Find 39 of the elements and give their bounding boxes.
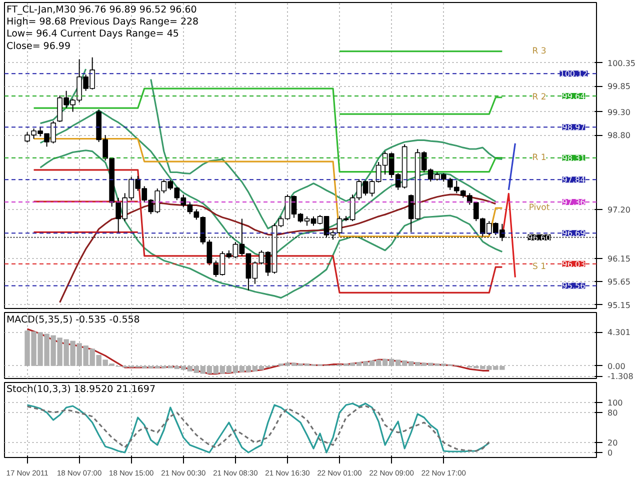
y-tick-label: 95.15 (608, 300, 630, 310)
annotation: Close= 96.99 (6, 40, 71, 52)
annotation: Low= 96.4 Current Days Range= 45 (6, 28, 179, 40)
text: R 1 (532, 152, 546, 163)
ref-line-label: 98.97 (562, 123, 586, 132)
line-series (26, 328, 490, 375)
y-tick-label: 99.85 (608, 82, 630, 92)
y-tick-label: 80 (608, 408, 618, 418)
y-tick-label: 95.65 (608, 278, 630, 287)
chart-title: Stoch(10,3,3) 18.9520 21.1697 (6, 384, 156, 396)
line-series (32, 169, 503, 294)
y-tick-label: 0.00 (608, 362, 626, 371)
y-tick-label: 98.80 (608, 131, 630, 140)
y-tick-label: 99.30 (608, 108, 630, 117)
y-tick-label: 96.15 (608, 254, 630, 264)
y-tick-label: 4.301 (608, 328, 630, 338)
y-tick-label: 100.35 (608, 58, 636, 68)
text: R 2 (532, 92, 546, 102)
y-tick-label: -1.308 (608, 372, 634, 382)
ref-line-label: 98.31 (562, 154, 586, 163)
y-tick-label: 20 (608, 438, 618, 448)
line-series (39, 150, 503, 299)
y-tick-label: 97.20 (608, 205, 630, 214)
text: R 3 (532, 46, 546, 56)
chart-title: MACD(5,35,5) -0.535 -0.558 (6, 314, 140, 326)
y-tick-label: 0 (608, 448, 613, 458)
chart-title: FT_CL-Jan,M30 96.76 96.89 96.52 96.60 (6, 4, 197, 16)
ref-line-label: 99.64 (562, 92, 586, 101)
ref-line-label: 97.84 (562, 176, 586, 185)
ref-line-label: 100.12 (560, 70, 588, 79)
annotation: High= 98.68 Previous Days Range= 228 (6, 16, 199, 28)
ref-line-label: 97.36 (562, 198, 586, 208)
text: S 1 (532, 262, 546, 272)
text: Pivot (528, 203, 550, 214)
ref-line-label: 96.69 (562, 229, 586, 238)
y-tick-label: 100 (608, 398, 623, 408)
ref-line-label: 96.60 (528, 233, 551, 242)
ref-line-label: 96.03 (562, 260, 586, 269)
ref-line-label: 95.56 (562, 282, 586, 291)
